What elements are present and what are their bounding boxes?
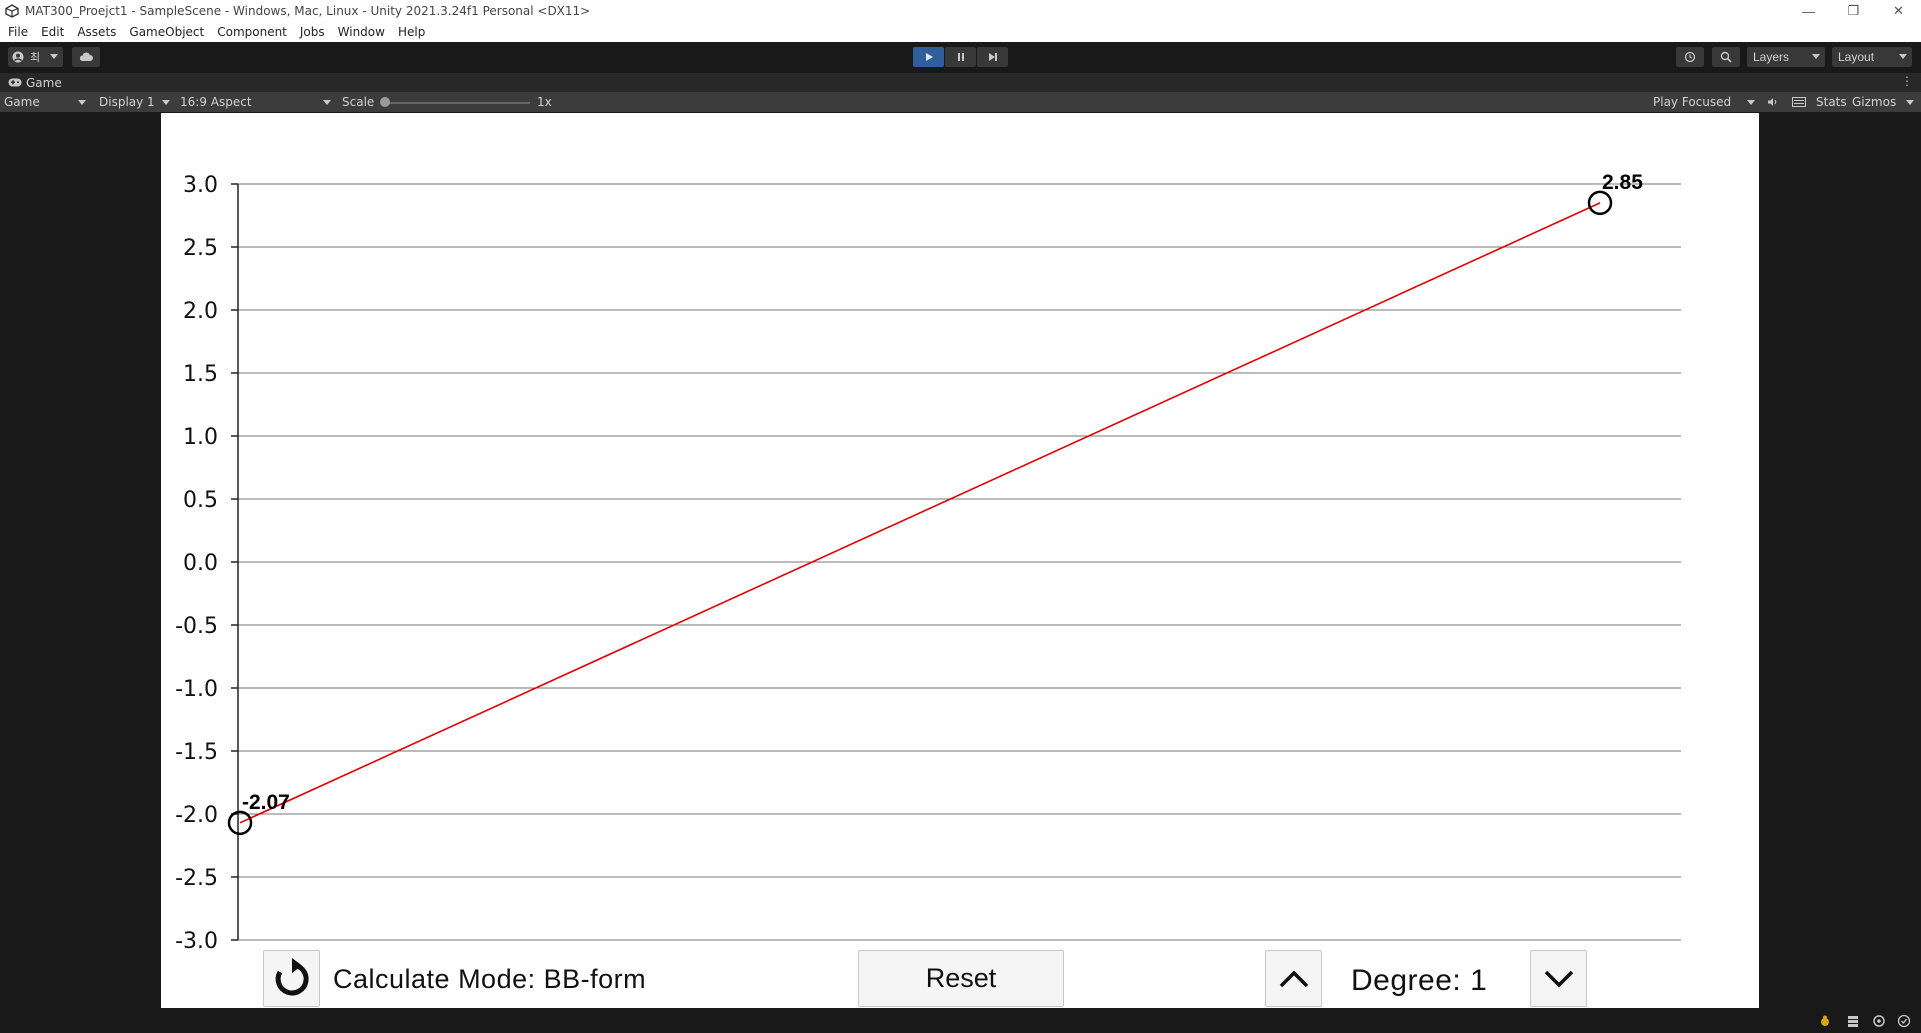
view-dropdown[interactable]: Game	[4, 95, 40, 109]
step-button[interactable]	[977, 47, 1008, 67]
layout-dropdown[interactable]: Layout	[1832, 47, 1912, 67]
toggle-mode-button[interactable]	[263, 950, 320, 1007]
menu-help[interactable]: Help	[397, 25, 426, 39]
y-tick-label: -3.0	[175, 929, 218, 954]
y-tick-label: -2.5	[175, 866, 218, 891]
tab-game[interactable]: Game	[0, 76, 62, 90]
history-button[interactable]	[1676, 47, 1704, 67]
reset-button[interactable]: Reset	[858, 950, 1064, 1007]
search-button[interactable]	[1712, 47, 1740, 67]
refresh-icon	[275, 957, 309, 995]
chevron-down-icon	[78, 100, 86, 105]
degree-up-button[interactable]	[1265, 950, 1322, 1007]
menu-file[interactable]: File	[8, 25, 29, 39]
game-options-bar: Game Display 1 16:9 Aspect Scale 1x Play…	[0, 92, 1921, 112]
degree-down-button[interactable]	[1530, 950, 1587, 1007]
scale-slider-handle[interactable]	[380, 97, 390, 107]
play-icon	[925, 53, 933, 61]
account-button[interactable]: 최	[8, 47, 63, 67]
chevron-down-icon	[1544, 970, 1573, 987]
y-tick-label: -1.0	[175, 677, 218, 702]
check-circle-icon[interactable]	[1897, 1014, 1911, 1028]
more-options-icon[interactable]: ⋮	[1901, 74, 1913, 88]
y-tick-label: -1.5	[175, 740, 218, 765]
menu-edit[interactable]: Edit	[41, 25, 65, 39]
history-icon	[1684, 51, 1696, 63]
menu-window[interactable]: Window	[337, 25, 385, 39]
window-title: MAT300_Proejct1 - SampleScene - Windows,…	[25, 4, 591, 18]
control-point-label: 2.85	[1602, 171, 1643, 194]
restore-button[interactable]: ❐	[1847, 3, 1860, 18]
layers-dropdown[interactable]: Layers	[1747, 47, 1825, 67]
bug-icon[interactable]	[1818, 1014, 1832, 1028]
cloud-icon	[79, 52, 93, 61]
layers-stack-icon[interactable]	[1846, 1014, 1860, 1028]
layers-label: Layers	[1753, 50, 1790, 64]
y-tick-label: 2.5	[183, 236, 218, 261]
degree-label: Degree: 1	[1351, 964, 1488, 997]
audio-icon[interactable]	[1767, 97, 1779, 107]
cloud-button[interactable]	[72, 47, 100, 67]
series-line	[239, 202, 1601, 824]
scale-value: 1x	[537, 95, 552, 109]
settings-icon[interactable]	[1872, 1014, 1886, 1028]
control-point-label: -2.07	[242, 791, 290, 814]
menu-component[interactable]: Component	[217, 25, 287, 39]
chevron-down-icon	[1747, 100, 1755, 105]
y-tick-label: 3.0	[183, 173, 218, 198]
chevron-down-icon	[323, 100, 331, 105]
chevron-down-icon	[1812, 54, 1820, 59]
account-icon	[12, 51, 24, 63]
game-tab-row: Game ⋮	[0, 73, 1921, 92]
menu-bar: File Edit Assets GameObject Component Jo…	[0, 22, 1921, 42]
title-bar: MAT300_Proejct1 - SampleScene - Windows,…	[0, 0, 1921, 22]
menu-jobs[interactable]: Jobs	[299, 25, 325, 39]
y-tick-label: -2.0	[175, 803, 218, 828]
close-button[interactable]: ✕	[1893, 3, 1904, 18]
display-dropdown[interactable]: Display 1	[99, 95, 155, 109]
main-toolbar: 최 Layers Layout	[0, 42, 1921, 73]
y-tick-label: -0.5	[175, 614, 218, 639]
control-point	[227, 810, 253, 836]
y-tick-label: 1.5	[183, 362, 218, 387]
chevron-down-icon	[1906, 100, 1914, 105]
polynomial-chart: 3.0 2.5 2.0 1.5 1.0 0.5 0.0 -0.5 -1.0 -1.5 -2.0 -2.…	[175, 171, 1681, 954]
pause-icon	[957, 53, 964, 61]
step-icon	[988, 53, 997, 61]
tab-game-label: Game	[26, 75, 62, 90]
stats-button[interactable]: Stats	[1816, 95, 1847, 109]
calculate-mode-label: Calculate Mode: BB-form	[333, 964, 647, 994]
play-mode-dropdown[interactable]: Play Focused	[1653, 95, 1732, 109]
scale-label: Scale	[342, 95, 375, 109]
menu-assets[interactable]: Assets	[77, 25, 117, 39]
chevron-down-icon	[50, 54, 58, 59]
chevron-down-icon	[1899, 54, 1907, 59]
y-tick-label: 0.0	[183, 551, 218, 576]
pause-button[interactable]	[945, 47, 976, 67]
chevron-down-icon	[162, 100, 170, 105]
y-tick-label: 0.5	[183, 488, 218, 513]
unity-logo-icon	[5, 4, 19, 18]
scale-slider-track[interactable]	[385, 102, 530, 104]
keyboard-icon[interactable]	[1792, 97, 1806, 107]
y-tick-label: 2.0	[183, 299, 218, 324]
gamepad-icon	[8, 78, 22, 87]
layout-label: Layout	[1838, 50, 1875, 64]
chevron-up-icon	[1279, 970, 1308, 987]
status-bar	[0, 1009, 1921, 1033]
aspect-dropdown[interactable]: 16:9 Aspect	[180, 95, 252, 109]
menu-gameobject[interactable]: GameObject	[129, 25, 205, 39]
gizmos-dropdown[interactable]: Gizmos	[1852, 95, 1897, 109]
minimize-button[interactable]: —	[1802, 3, 1815, 19]
y-tick-label: 1.0	[183, 425, 218, 450]
play-button[interactable]	[913, 47, 944, 67]
control-point	[1587, 190, 1613, 216]
search-icon	[1720, 51, 1732, 63]
account-label: 최	[30, 51, 41, 64]
game-render-area: 3.0 2.5 2.0 1.5 1.0 0.5 0.0 -0.5 -1.0 -1.5 -2.0 -2.…	[161, 113, 1759, 1008]
